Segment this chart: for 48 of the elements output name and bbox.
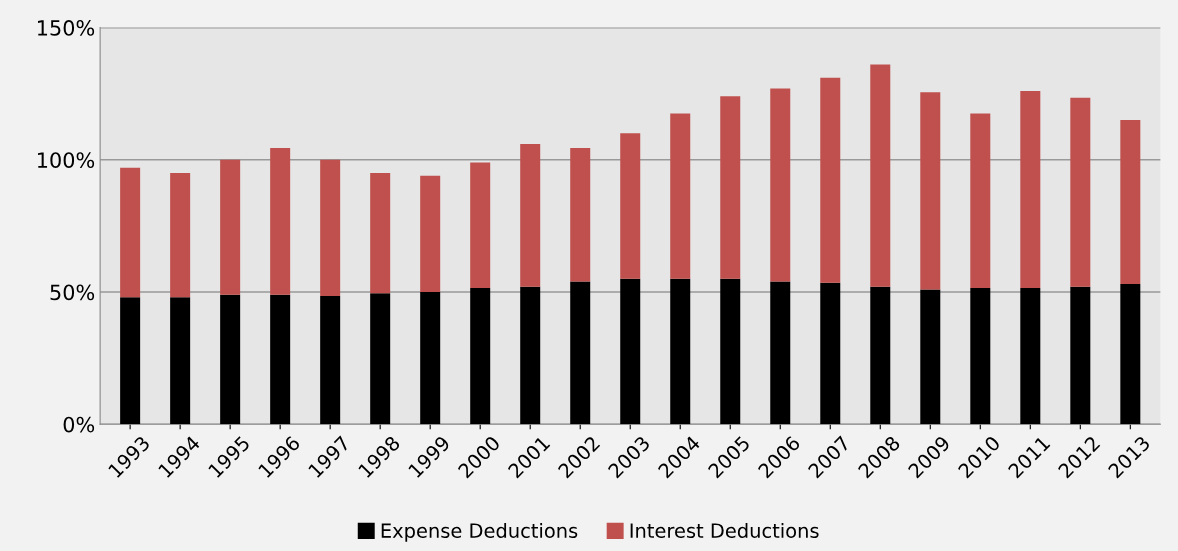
bar <box>770 88 791 282</box>
bar <box>970 288 991 425</box>
bar <box>370 173 391 294</box>
bar <box>920 289 941 425</box>
bar <box>170 173 191 298</box>
bar <box>1120 120 1141 285</box>
bar <box>1120 284 1141 425</box>
bar <box>970 113 991 289</box>
bar <box>1070 97 1091 287</box>
bar <box>220 294 241 425</box>
bar <box>270 147 291 295</box>
bar <box>720 278 741 425</box>
bar <box>570 281 591 425</box>
bar <box>1070 286 1091 425</box>
bar <box>720 96 741 279</box>
bar <box>620 278 641 425</box>
y-tick-label: 50% <box>50 284 95 301</box>
bar <box>370 293 391 425</box>
bar <box>1020 288 1041 425</box>
bar <box>620 133 641 279</box>
bar <box>420 292 441 425</box>
bar <box>670 113 691 279</box>
bar <box>670 278 691 425</box>
bar <box>470 162 491 289</box>
bar <box>1020 91 1041 289</box>
bar <box>320 296 341 425</box>
bar <box>920 92 941 290</box>
bar <box>470 288 491 425</box>
bar <box>570 147 591 282</box>
bar <box>170 297 191 425</box>
legend-label: Expense Deductions <box>381 522 578 542</box>
bar <box>870 286 891 425</box>
bar <box>770 281 791 425</box>
bar <box>520 143 541 287</box>
legend-label: Interest Deductions <box>630 522 819 538</box>
bar <box>220 159 241 295</box>
bar <box>320 159 341 296</box>
bar <box>270 294 291 425</box>
bar <box>420 175 441 293</box>
bar <box>820 282 841 425</box>
bar <box>120 167 141 298</box>
y-tick-label: 100% <box>38 152 95 168</box>
y-tick-label: 0% <box>63 416 95 433</box>
bar <box>820 77 841 283</box>
y-tick-label: 150% <box>38 20 95 36</box>
bar <box>870 64 891 287</box>
bar <box>520 286 541 425</box>
bar <box>120 297 141 425</box>
